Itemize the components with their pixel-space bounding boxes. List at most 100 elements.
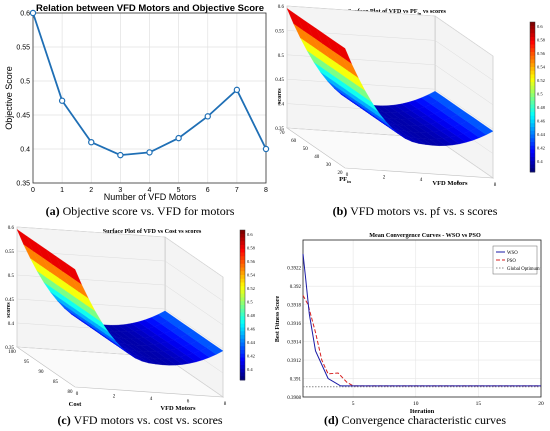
chart-b-colorbar-band xyxy=(530,149,535,154)
chart-b-colorbar-band xyxy=(530,145,535,150)
chart-d-x-tick-label: 10 xyxy=(413,401,419,407)
chart-c-colorbar-band xyxy=(240,372,245,377)
caption-b: (b) VFD motors vs. pf vs. s scores xyxy=(290,204,540,219)
chart-b-colorbar-frame xyxy=(529,21,536,173)
chart-b-colorbar-tick-label: 0.54 xyxy=(537,65,546,70)
chart-b-z-tick-label: 0.4 xyxy=(278,103,285,108)
chart-c-colorbar-band xyxy=(240,338,245,343)
chart-a-y-tick-label: 0.5 xyxy=(20,79,30,86)
chart-b-colorbar-band xyxy=(530,89,535,94)
chart-c-colorbar-band xyxy=(240,278,245,283)
chart-d-x-tick-label: 15 xyxy=(476,401,482,407)
chart-c-x-tick-label: 8 xyxy=(224,402,227,407)
chart-c-colorbar-tick-label: 0.44 xyxy=(247,340,256,345)
chart-a-x-tick-label: 1 xyxy=(60,187,64,194)
chart-b-colorbar-band xyxy=(530,55,535,60)
caption-d-text: Convergence characteristic curves xyxy=(341,413,507,427)
chart-c-y-tick-label: 80 xyxy=(68,390,74,395)
chart-d-legend-label: WSO xyxy=(507,251,518,256)
chart-c-colorbar-band xyxy=(240,282,245,287)
chart-a-plot-frame xyxy=(32,12,267,184)
chart-a-y-tick-label: 0.4 xyxy=(20,147,30,154)
chart-d-legend-label: PSO xyxy=(507,259,516,264)
chart-c-zlabel: scores xyxy=(6,302,12,318)
chart-c-colorbar-band xyxy=(240,290,245,295)
chart-c-colorbar-band xyxy=(240,357,245,362)
chart-d-ylabel: Best Fitness Score xyxy=(275,296,281,343)
chart-c-xlabel: VFD Motors xyxy=(160,405,196,412)
chart-a-y-tick-label: 0.35 xyxy=(16,181,30,188)
chart-c-colorbar-band xyxy=(240,361,245,366)
chart-b-colorbar-tick-label: 0.42 xyxy=(537,146,545,151)
chart-a-y-tick-label: 0.55 xyxy=(16,45,30,52)
chart-b-colorbar-band xyxy=(530,134,535,139)
chart-a-data-point xyxy=(117,151,124,159)
chart-b-title: Surface Plot of VFD vs PFin vs scores xyxy=(348,8,446,16)
caption-b-text: VFD motors vs. pf vs. s scores xyxy=(350,204,498,218)
panel-c-surface-plot: Surface Plot of VFD vs Cost vs scores 0.… xyxy=(5,226,256,412)
chart-b-colorbar-band xyxy=(530,138,535,143)
chart-d-plot-frame xyxy=(302,239,542,398)
chart-a-title: Relation between VFD Motors and Objectiv… xyxy=(36,3,264,14)
chart-b-colorbar-band xyxy=(530,63,535,68)
chart-c-colorbar-band xyxy=(240,316,245,321)
chart-b-z-gridline xyxy=(286,5,494,57)
chart-b-colorbar-band xyxy=(530,168,535,173)
chart-b-colorbar-band xyxy=(530,93,535,98)
chart-b-colorbar-tick-label: 0.56 xyxy=(537,51,546,56)
chart-c-ylabel: Cost xyxy=(69,401,82,408)
chart-b-colorbar-band xyxy=(530,59,535,64)
chart-c-colorbar-band xyxy=(240,308,245,313)
chart-b-colorbar-tick-label: 0.4 xyxy=(537,159,543,164)
chart-b-colorbar-band xyxy=(530,100,535,105)
chart-b-y-tick-label: 60 xyxy=(291,139,297,144)
chart-a-data-point xyxy=(88,138,95,146)
chart-b-colorbar-tick-label: 0.46 xyxy=(537,119,546,124)
chart-c-colorbar-tick-label: 0.6 xyxy=(247,232,253,237)
panel-a-line-chart: Relation between VFD Motors and Objectiv… xyxy=(4,3,270,200)
chart-c-colorbar-band xyxy=(240,365,245,370)
chart-c-colorbar-band xyxy=(240,271,245,276)
chart-c-colorbar-tick-label: 0.56 xyxy=(247,259,256,264)
chart-a-x-tick-label: 7 xyxy=(235,187,239,194)
chart-b-x-tick-label: 0 xyxy=(346,173,349,178)
chart-c-colorbar-band xyxy=(240,248,245,253)
chart-b-colorbar-band xyxy=(530,74,535,79)
chart-c-colorbar-band xyxy=(240,323,245,328)
chart-c-colorbar-band xyxy=(240,286,245,291)
chart-d-series-line xyxy=(302,253,541,387)
chart-b-z-tick-label: 0.45 xyxy=(275,78,284,83)
chart-d-y-tick-label: 0.3918 xyxy=(287,304,301,309)
chart-c-x-tick-label: 2 xyxy=(113,395,116,400)
chart-b-colorbar-band xyxy=(530,25,535,30)
chart-c-z-gridline xyxy=(16,250,224,302)
chart-b-x-tick-label: 4 xyxy=(420,178,423,183)
chart-a-y-tick-label: 0.6 xyxy=(20,11,30,18)
chart-c-colorbar-band xyxy=(240,230,245,235)
chart-b-colorbar-band xyxy=(530,70,535,75)
chart-c-colorbar-tick-label: 0.42 xyxy=(247,354,255,359)
chart-b-colorbar-band xyxy=(530,153,535,158)
chart-a-x-tick-label: 4 xyxy=(148,187,152,194)
chart-a-x-tick-label: 0 xyxy=(31,187,35,194)
chart-b-colorbar-band xyxy=(530,142,535,147)
caption-c: (c) VFD motors vs. cost vs. scores xyxy=(15,413,265,428)
caption-a-tag: (a) xyxy=(45,204,60,218)
chart-c-colorbar-band xyxy=(240,305,245,310)
chart-c-colorbar-band xyxy=(240,252,245,257)
chart-c-colorbar-band xyxy=(240,297,245,302)
chart-b-z-tick-label: 0.55 xyxy=(275,29,284,34)
chart-b-surface-patch xyxy=(476,124,494,135)
chart-d-y-tick-label: 0.392 xyxy=(290,285,302,290)
chart-b-y-tick-label: 30 xyxy=(326,163,332,168)
chart-b-colorbar-band xyxy=(530,104,535,109)
chart-b-z-gridline xyxy=(286,30,494,81)
chart-a-data-point xyxy=(233,86,241,94)
chart-b-colorbar-band xyxy=(530,115,535,120)
chart-c-colorbar-band xyxy=(240,331,245,336)
chart-c-z-gridline xyxy=(16,226,224,278)
chart-c-colorbar-band xyxy=(240,327,245,332)
chart-a-x-tick-label: 2 xyxy=(89,187,93,194)
chart-a-ylabel: Objective Score xyxy=(4,66,14,130)
chart-b-zlabel: scores xyxy=(277,88,283,104)
